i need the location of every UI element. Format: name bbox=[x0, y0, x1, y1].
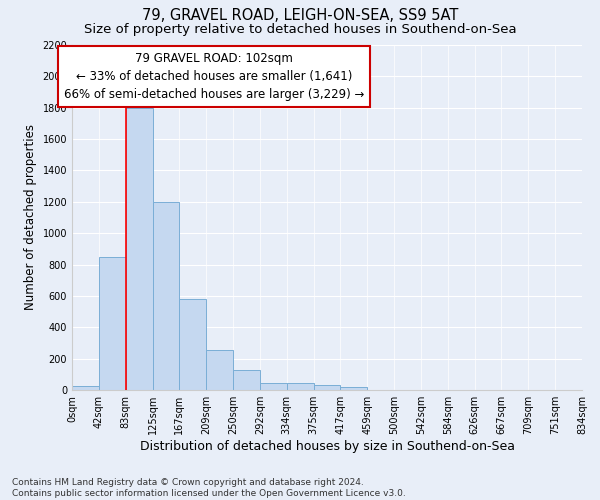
Bar bbox=[233, 370, 260, 390]
Y-axis label: Number of detached properties: Number of detached properties bbox=[24, 124, 37, 310]
Text: 79 GRAVEL ROAD: 102sqm
← 33% of detached houses are smaller (1,641)
66% of semi-: 79 GRAVEL ROAD: 102sqm ← 33% of detached… bbox=[64, 52, 364, 101]
Bar bbox=[206, 350, 233, 390]
Bar bbox=[99, 256, 125, 390]
Bar bbox=[72, 386, 99, 390]
Bar bbox=[314, 386, 340, 390]
Bar bbox=[340, 387, 367, 390]
Bar bbox=[260, 383, 287, 390]
Text: 79, GRAVEL ROAD, LEIGH-ON-SEA, SS9 5AT: 79, GRAVEL ROAD, LEIGH-ON-SEA, SS9 5AT bbox=[142, 8, 458, 22]
Text: Contains HM Land Registry data © Crown copyright and database right 2024.
Contai: Contains HM Land Registry data © Crown c… bbox=[12, 478, 406, 498]
X-axis label: Distribution of detached houses by size in Southend-on-Sea: Distribution of detached houses by size … bbox=[139, 440, 515, 453]
Text: Size of property relative to detached houses in Southend-on-Sea: Size of property relative to detached ho… bbox=[83, 22, 517, 36]
Bar bbox=[125, 108, 152, 390]
Bar bbox=[152, 202, 179, 390]
Bar bbox=[287, 383, 314, 390]
Bar bbox=[179, 299, 206, 390]
